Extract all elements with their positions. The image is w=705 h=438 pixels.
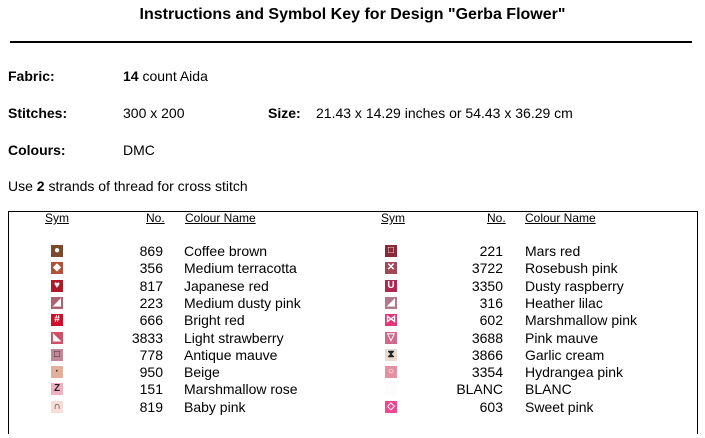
colour-name: Medium dusty pink: [184, 294, 301, 311]
colour-number: 151: [139, 381, 163, 398]
colour-number: 666: [139, 312, 163, 329]
colours-label: Colours:: [8, 142, 66, 158]
colour-name: Dusty raspberry: [525, 277, 624, 294]
colour-number: 356: [139, 260, 163, 277]
colour-name: Marshmallow rose: [184, 381, 298, 398]
colour-number: 3354: [471, 364, 503, 381]
colour-name: Antique mauve: [184, 346, 278, 363]
diamond-icon: ◆: [51, 262, 63, 275]
right-triangle-icon: ◣: [51, 331, 63, 344]
x-icon: ✕: [385, 262, 397, 275]
colour-number: 316: [479, 294, 503, 311]
colour-number: 817: [139, 277, 163, 294]
colour-number: 3866: [471, 346, 503, 363]
strands-pre: Use: [8, 178, 33, 194]
colour-number: BLANC: [456, 381, 503, 398]
fabric-type: count Aida: [142, 68, 208, 84]
colour-number: 3688: [471, 329, 503, 346]
strands-instruction: Use 2 strands of thread for cross stitch: [8, 178, 248, 194]
hash-icon: #: [51, 314, 63, 327]
colour-name: Garlic cream: [525, 346, 605, 363]
colour-number: 603: [479, 398, 503, 415]
strands-post: strands of thread for cross stitch: [48, 178, 248, 194]
colour-name: BLANC: [525, 381, 572, 398]
colour-name: Hydrangea pink: [525, 364, 624, 381]
colour-number: 3833: [131, 329, 163, 346]
fabric-label: Fabric:: [8, 68, 55, 84]
colour-number: 3350: [471, 277, 503, 294]
colour-number: 950: [139, 364, 163, 381]
u-icon: U: [385, 279, 397, 292]
header-no-left: No.: [146, 211, 165, 225]
colour-name: Medium terracotta: [184, 260, 297, 277]
stitches-label: Stitches:: [8, 105, 68, 121]
square-outline-icon: □: [385, 245, 397, 257]
size-label: Size:: [268, 105, 301, 121]
colour-name: Light strawberry: [184, 329, 284, 346]
colour-name: Pink mauve: [525, 329, 599, 346]
heart-icon: ♥: [51, 279, 63, 292]
dot-icon: ·: [51, 366, 63, 379]
triangle-icon: ◢: [385, 296, 397, 309]
triangle-icon: ◢: [51, 296, 63, 309]
diamond-outline-icon: ◇: [385, 400, 397, 413]
header-sym-right: Sym: [381, 211, 405, 225]
colour-name: Beige: [184, 364, 220, 381]
strands-count: 2: [36, 178, 45, 194]
fabric-count: 14: [123, 68, 139, 84]
symbol-key-table: [8, 211, 698, 434]
arch-icon: ∩: [51, 400, 63, 413]
colour-name: Mars red: [525, 243, 581, 259]
colour-number: 3722: [471, 260, 503, 277]
colour-number: 869: [139, 243, 163, 259]
header-no-right: No.: [487, 211, 506, 225]
colour-number: 221: [479, 243, 503, 259]
down-triangle-icon: ▽: [385, 331, 397, 344]
colour-name: Sweet pink: [525, 398, 594, 415]
colours-value: DMC: [123, 142, 155, 158]
header-name-left: Colour Name: [185, 211, 256, 225]
bowtie-icon: ⋈: [385, 314, 397, 327]
circle-outline-icon: ○: [385, 366, 397, 379]
colour-number: 778: [139, 346, 163, 363]
colour-name: Baby pink: [184, 398, 246, 415]
header-name-right: Colour Name: [525, 211, 596, 225]
divider: [10, 41, 692, 43]
fabric-value: 14 count Aida: [123, 68, 208, 84]
z-icon: Z: [51, 383, 63, 396]
size-value: 21.43 x 14.29 inches or 54.43 x 36.29 cm: [316, 105, 573, 121]
circle-icon: ●: [51, 245, 63, 257]
colour-name: Coffee brown: [184, 243, 268, 259]
colour-name: Marshmallow pink: [525, 312, 638, 329]
colour-name: Bright red: [184, 312, 245, 329]
header-sym-left: Sym: [45, 211, 69, 225]
colour-name: Rosebush pink: [525, 260, 618, 277]
colour-number: 819: [139, 398, 163, 415]
stitches-value: 300 x 200: [123, 105, 185, 121]
colour-number: 223: [139, 294, 163, 311]
square-outline-icon: □: [51, 348, 63, 361]
page-title: Instructions and Symbol Key for Design "…: [139, 6, 566, 23]
colour-number: 602: [479, 312, 503, 329]
blank-icon: [385, 383, 397, 396]
hourglass-icon: ⧗: [385, 348, 397, 361]
colour-name: Japanese red: [184, 277, 269, 294]
colour-name: Heather lilac: [525, 294, 603, 311]
